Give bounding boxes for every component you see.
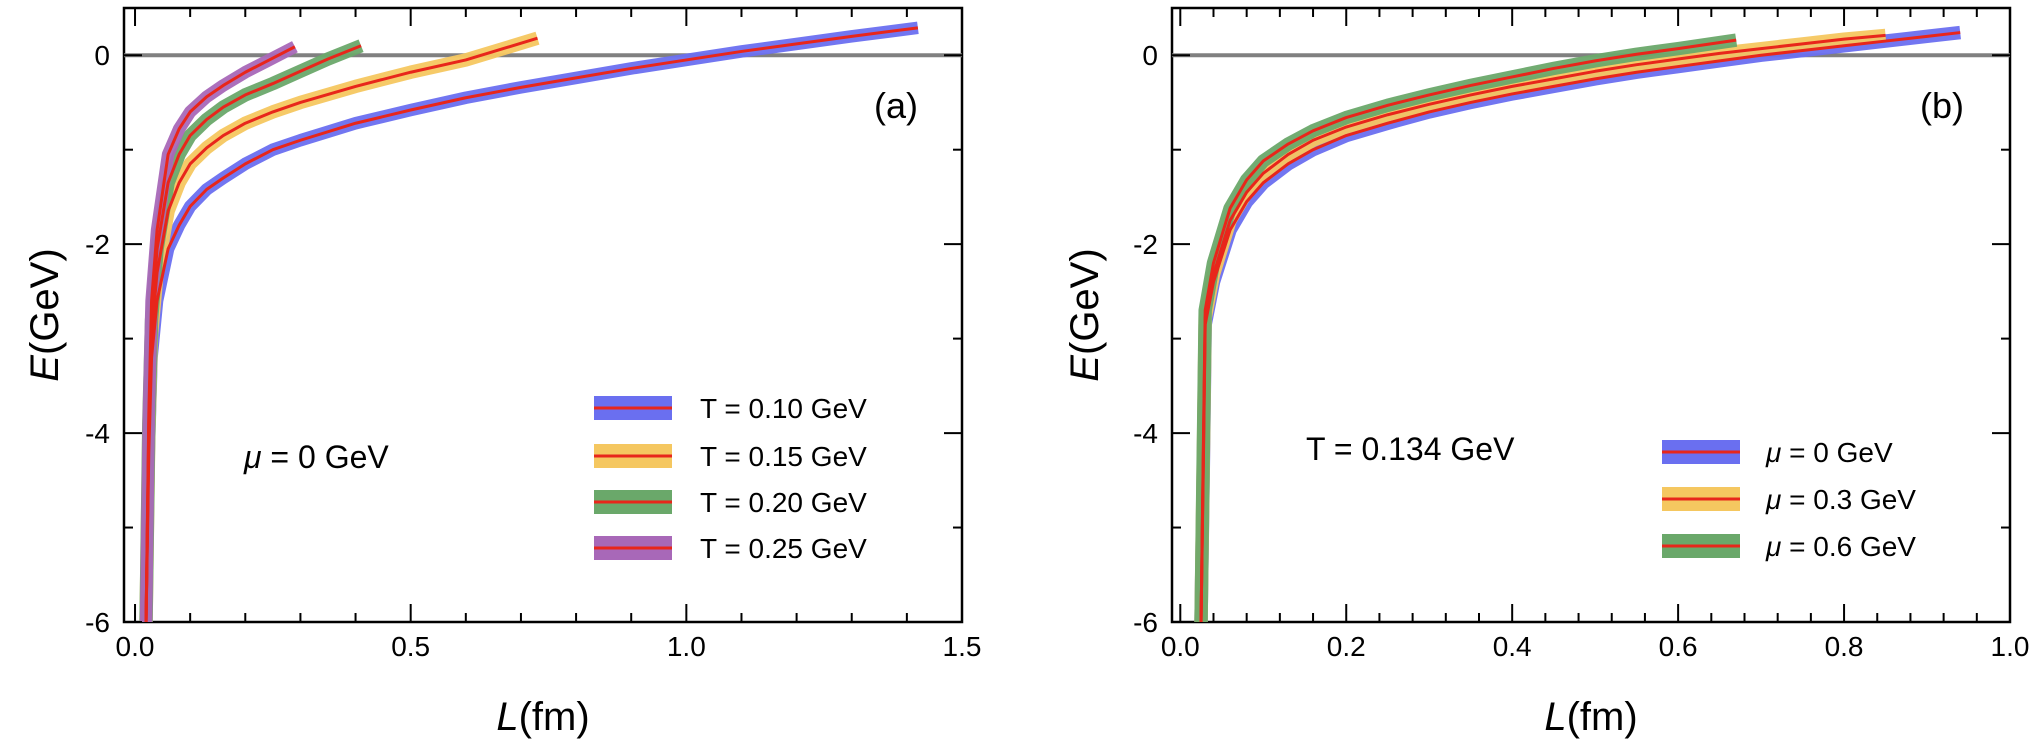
legend-item: T = 0.10 GeV [594, 393, 867, 424]
panel-a-y-axis-label: E(GeV) [23, 248, 67, 381]
panel-b-ticks: 0.0 0.2 0.4 0.6 0.8 1.0 -6 -4 -2 0 [1133, 8, 2029, 662]
panel-a-y-axis-var: E [23, 354, 67, 382]
legend-item: μ = 0.6 GeV [1662, 531, 1916, 562]
legend-label: T = 0.15 GeV [700, 441, 867, 472]
legend-item: μ = 0 GeV [1662, 437, 1893, 468]
y-tick-label: 0 [94, 40, 110, 71]
panel-b-frame [1170, 6, 2012, 624]
y-tick-label: 0 [1142, 40, 1158, 71]
x-tick-label: 1.0 [667, 631, 706, 662]
x-tick-label: 0.0 [1161, 631, 1200, 662]
panel-b-x-axis-label: L(fm) [1544, 695, 1637, 739]
x-tick-label: 0.8 [1825, 631, 1864, 662]
legend-label: T = 0.20 GeV [700, 487, 867, 518]
panel-a-y-axis-unit: (GeV) [23, 248, 67, 355]
legend-label: μ = 0.6 GeV [1765, 531, 1916, 562]
panel-b-y-axis-var: E [1063, 354, 1107, 382]
panel-a-annotation-var: μ [243, 439, 262, 475]
y-tick-label: -4 [85, 418, 110, 449]
legend-item: T = 0.25 GeV [594, 533, 867, 564]
panel-b-y-axis-label: E(GeV) [1063, 248, 1107, 381]
y-tick-label: -2 [85, 229, 110, 260]
series-line-3 [1199, 38, 1737, 622]
series-line-2 [1199, 33, 1886, 622]
panel-a-annotation-text: = 0 GeV [262, 439, 390, 475]
y-tick-label: -6 [1133, 607, 1158, 638]
panel-a-frame [122, 6, 964, 624]
panel-a-legend: T = 0.10 GeV T = 0.15 GeV T = 0.20 GeV T… [594, 393, 867, 564]
panel-a-x-axis-var: L [496, 695, 518, 739]
panel-a-plot-area [124, 21, 962, 622]
x-tick-label: 0.5 [391, 631, 430, 662]
legend-label: T = 0.25 GeV [700, 533, 867, 564]
y-tick-label: -4 [1133, 418, 1158, 449]
panel-a-series-group [124, 21, 962, 622]
panel-a-x-axis-label: L(fm) [496, 695, 589, 739]
panel-b-tag: (b) [1920, 85, 1964, 126]
legend-label: μ = 0.3 GeV [1765, 484, 1916, 515]
panel-b-series-group [1172, 25, 2010, 622]
legend-item: T = 0.20 GeV [594, 487, 867, 518]
x-tick-label: 0.2 [1327, 631, 1366, 662]
panel-b-legend: μ = 0 GeV μ = 0.3 GeV μ = 0.6 GeV [1662, 437, 1916, 562]
x-tick-label: 1.0 [1991, 631, 2030, 662]
panel-a-tag: (a) [874, 85, 918, 126]
panel-b-annotation: T = 0.134 GeV [1306, 431, 1515, 467]
x-tick-label: 1.5 [943, 631, 982, 662]
panel-a-ticks: 0.0 0.5 1.0 1.5 -6 -4 -2 0 [85, 8, 981, 662]
legend-item: μ = 0.3 GeV [1662, 484, 1916, 515]
x-tick-label: 0.0 [116, 631, 155, 662]
series-line-4 [144, 45, 296, 622]
panel-a-annotation: μ = 0 GeV [243, 439, 389, 475]
panel-b-x-axis-unit: (fm) [1567, 695, 1638, 739]
panel-a: 0.0 0.5 1.0 1.5 -6 -4 -2 0 (a) μ = 0 GeV T = 0.… [23, 6, 981, 739]
y-tick-label: -2 [1133, 229, 1158, 260]
panel-b-plot-area [1172, 25, 2010, 622]
series-line-1 [144, 26, 919, 622]
x-tick-label: 0.6 [1659, 631, 1698, 662]
panel-b-x-axis-var: L [1544, 695, 1566, 739]
panel-b-y-axis-unit: (GeV) [1063, 248, 1107, 355]
x-tick-label: 0.4 [1493, 631, 1532, 662]
legend-label: T = 0.10 GeV [700, 393, 867, 424]
legend-label: μ = 0 GeV [1765, 437, 1893, 468]
y-tick-label: -6 [85, 607, 110, 638]
panel-a-x-axis-unit: (fm) [519, 695, 590, 739]
series-band-3 [1194, 33, 1738, 622]
legend-item: T = 0.15 GeV [594, 441, 867, 472]
panel-b: 0.0 0.2 0.4 0.6 0.8 1.0 -6 -4 -2 0 (b) T = 0.134 … [1063, 6, 2029, 739]
series-line-1 [1199, 31, 1961, 622]
